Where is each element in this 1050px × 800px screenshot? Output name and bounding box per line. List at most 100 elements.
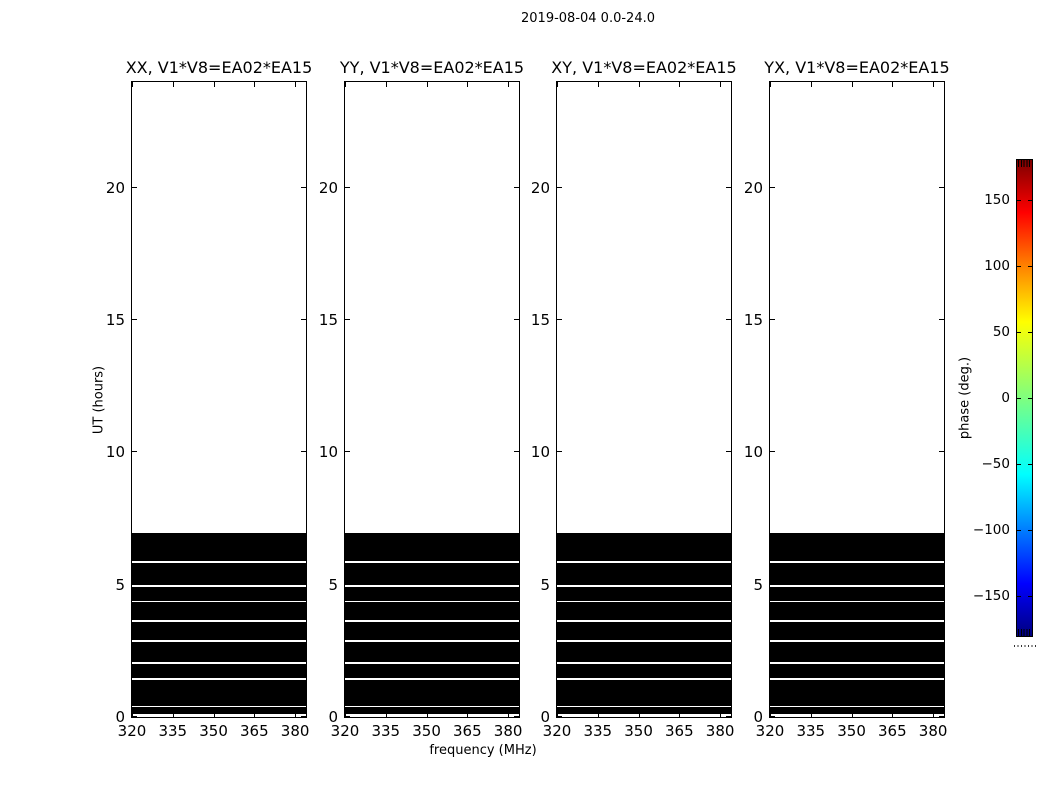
y-tick-mark [301, 583, 306, 585]
y-tick-mark [514, 186, 519, 188]
colorbar-tick-label: 0 [1001, 390, 1010, 406]
x-tick-mark [426, 82, 428, 87]
data-band [132, 602, 306, 621]
x-tick-mark [345, 712, 346, 717]
data-band [132, 532, 306, 562]
y-tick-label: 5 [540, 575, 550, 594]
y-tick-mark [726, 186, 731, 188]
colorbar [1016, 159, 1033, 637]
data-band [557, 663, 731, 679]
x-tick-mark [557, 82, 558, 87]
subplot-title: YY, V1*V8=EA02*EA15 [339, 58, 525, 77]
data-band [345, 602, 519, 621]
data-band [345, 532, 519, 562]
x-tick-mark [933, 712, 935, 717]
data-band [132, 679, 306, 706]
colorbar-tick-label: −50 [981, 456, 1011, 473]
x-tick-mark [172, 82, 174, 87]
data-band [770, 679, 944, 706]
colorbar-tick-mark [1028, 464, 1032, 466]
y-tick-mark [132, 319, 137, 321]
y-tick-mark [345, 319, 350, 321]
y-tick-mark [939, 319, 944, 321]
y-tick-label: 0 [753, 708, 763, 726]
y-tick-mark [301, 716, 306, 717]
data-band [132, 663, 306, 679]
colorbar-tick-label: 100 [984, 257, 1010, 274]
colorbar-tick-mark [1017, 331, 1021, 333]
y-tick-mark [301, 451, 306, 453]
y-tick-mark [345, 451, 350, 453]
x-tick-mark [426, 712, 428, 717]
x-tick-label: 380 [280, 722, 310, 740]
x-tick-mark [892, 712, 894, 717]
y-tick-label: 15 [743, 311, 763, 330]
x-tick-label: 380 [705, 722, 735, 740]
data-band [345, 663, 519, 679]
y-tick-mark [939, 583, 944, 585]
y-tick-mark [557, 583, 562, 585]
data-band [345, 621, 519, 641]
y-tick-mark [726, 716, 731, 717]
colorbar-tick-label: 50 [992, 323, 1010, 340]
x-tick-mark [508, 712, 510, 717]
x-tick-mark [933, 82, 935, 87]
plot-area [344, 81, 520, 718]
y-tick-mark [345, 716, 350, 717]
y-tick-mark [770, 451, 775, 453]
y-tick-label: 20 [318, 178, 338, 197]
x-tick-mark [385, 82, 387, 87]
colorbar-tick-mark [1028, 265, 1032, 267]
y-tick-mark [726, 583, 731, 585]
x-tick-mark [638, 712, 640, 717]
y-tick-label: 20 [743, 178, 763, 197]
y-tick-label: 15 [318, 311, 338, 330]
data-band [557, 621, 731, 641]
x-tick-mark [810, 712, 812, 717]
data-band [345, 641, 519, 662]
data-band [345, 706, 519, 715]
data-band [557, 532, 731, 562]
y-tick-label: 15 [530, 311, 550, 330]
x-tick-mark [851, 712, 853, 717]
y-tick-mark [301, 186, 306, 188]
data-band [557, 706, 731, 715]
data-band [132, 641, 306, 662]
y-tick-mark [132, 451, 137, 453]
data-band [770, 562, 944, 585]
x-tick-mark [508, 82, 510, 87]
y-tick-mark [514, 319, 519, 321]
x-tick-mark [679, 82, 681, 87]
y-tick-mark [726, 451, 731, 453]
plot-area [131, 81, 307, 718]
colorbar-tick-mark [1017, 398, 1021, 399]
y-tick-mark [726, 319, 731, 321]
colorbar-tick-mark [1028, 596, 1032, 598]
x-tick-label: 380 [493, 722, 523, 740]
x-tick-label: 365 [878, 722, 907, 740]
y-tick-label: 5 [115, 575, 125, 594]
colorbar-tick-mark [1017, 464, 1021, 466]
x-tick-label: 320 [330, 722, 360, 740]
x-tick-mark [213, 82, 215, 87]
data-band [770, 706, 944, 715]
y-tick-mark [345, 583, 350, 585]
x-tick-label: 350 [412, 722, 441, 740]
colorbar-gradient [1017, 160, 1032, 636]
y-tick-mark [132, 583, 137, 585]
x-tick-mark [467, 82, 469, 87]
y-tick-label: 0 [328, 708, 338, 726]
colorbar-dotted-edge [1014, 645, 1037, 647]
data-band [132, 562, 306, 585]
y-tick-label: 10 [318, 443, 338, 462]
y-tick-label: 10 [530, 443, 550, 462]
x-tick-label: 350 [624, 722, 653, 740]
y-tick-mark [557, 716, 562, 717]
data-band [345, 679, 519, 706]
y-tick-mark [770, 186, 775, 188]
y-tick-mark [132, 186, 137, 188]
x-tick-mark [254, 82, 256, 87]
y-tick-label: 20 [530, 178, 550, 197]
x-tick-mark [720, 82, 722, 87]
x-tick-mark [892, 82, 894, 87]
